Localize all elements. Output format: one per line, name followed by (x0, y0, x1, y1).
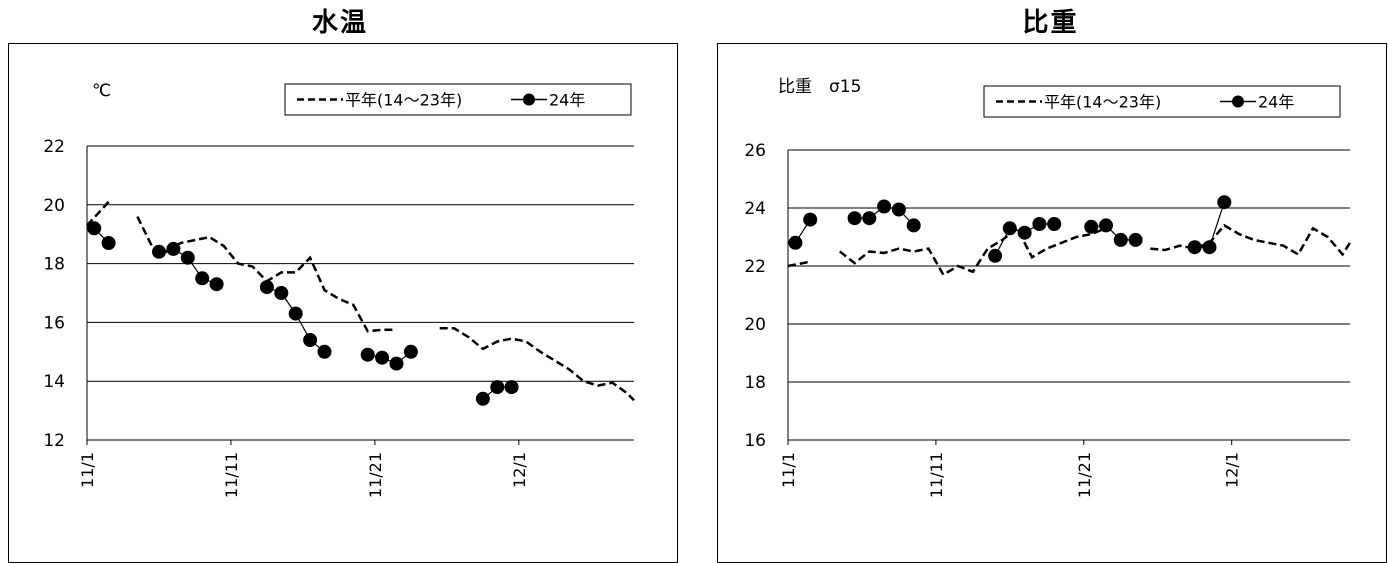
specific-gravity-2024-point (1047, 217, 1062, 231)
water-temp-y-tick-label: 12 (43, 431, 65, 451)
specific-gravity-x-tick-label: 11/21 (1075, 452, 1094, 498)
water-temp-2024-point (303, 333, 318, 347)
specific-gravity-normal-line (787, 260, 811, 268)
water-temp-2024-point (360, 347, 375, 362)
specific-gravity-chart-panel: 比重 比重 σ15 16 18 20 22 24 26 11/1 11/11 11/21 12/1 平… (712, 0, 1389, 563)
specific-gravity-y-tick-label: 20 (744, 315, 766, 335)
water-temp-chart-title: 水温 (311, 8, 368, 38)
specific-gravity-chart-frame (717, 43, 1387, 563)
water-temp-2024-point (166, 241, 181, 256)
water-temp-2024-point (504, 380, 519, 395)
specific-gravity-y-tick-label: 22 (744, 257, 766, 277)
specific-gravity-legend-marker-dot (1232, 95, 1244, 108)
specific-gravity-2024-point (1187, 240, 1202, 255)
specific-gravity-x-tick-label: 11/1 (779, 452, 798, 488)
specific-gravity-normal-line (839, 226, 1107, 277)
water-temp-2024-point (209, 277, 224, 292)
water-temp-2024-line (367, 351, 412, 365)
water-temp-2024-point (389, 356, 404, 371)
specific-gravity-chart-svg: 比重 σ15 16 18 20 22 24 26 11/1 11/11 11/21 12/1 平年(1… (744, 77, 1352, 498)
specific-gravity-2024-point (1113, 232, 1128, 247)
specific-gravity-2024-point (877, 199, 892, 214)
specific-gravity-x-tick-label: 11/11 (927, 452, 946, 498)
water-temp-2024-point (475, 391, 490, 406)
specific-gravity-y-tick-label: 18 (744, 373, 766, 393)
specific-gravity-legend-normal-label: 平年(14〜23年) (1044, 93, 1161, 112)
specific-gravity-y-tick-label: 26 (744, 141, 766, 161)
specific-gravity-2024-point (891, 202, 906, 217)
specific-gravity-2024-point (1084, 219, 1099, 234)
water-temp-2024-point (87, 221, 102, 236)
specific-gravity-2024-point (847, 211, 862, 226)
water-temp-chart-panel: 水温 ℃ 12 14 16 18 20 22 11/1 11/11 11/21 12/1 平年(14〜… (0, 0, 680, 563)
water-temp-2024-point (317, 344, 332, 359)
specific-gravity-2024-point (803, 212, 818, 227)
specific-gravity-2024-point (1032, 217, 1047, 231)
water-temp-y-tick-label: 22 (43, 137, 65, 157)
water-temp-2024-point (152, 244, 166, 259)
specific-gravity-2024-point (788, 235, 803, 250)
water-temp-normal-line (86, 201, 110, 227)
water-temp-y-tick-label: 16 (43, 313, 65, 333)
specific-gravity-2024-point (1099, 218, 1113, 233)
water-temp-legend-2024-label: 24年 (549, 91, 585, 110)
specific-gravity-y-tick-label: 24 (744, 199, 766, 219)
specific-gravity-chart-title: 比重 (1022, 8, 1079, 38)
water-temp-normal-line (439, 327, 635, 402)
specific-gravity-legend-box (983, 85, 1341, 118)
water-temp-2024-point (180, 250, 195, 265)
specific-gravity-2024-point (1128, 232, 1143, 247)
water-temp-y-tick-label: 20 (43, 196, 65, 216)
specific-gravity-2024-point (1017, 225, 1032, 240)
specific-gravity-2024-point (862, 211, 877, 226)
specific-gravity-2024-point (906, 218, 921, 233)
water-temp-2024-point (195, 271, 210, 286)
specific-gravity-x-tick-label: 12/1 (1223, 452, 1242, 488)
water-temp-x-tick-label: 11/11 (222, 452, 241, 498)
water-temp-y-tick-label: 18 (43, 255, 65, 275)
water-temp-2024-point (274, 286, 289, 300)
water-temp-2024-point (375, 350, 390, 365)
water-temp-2024-point (288, 306, 303, 321)
specific-gravity-2024-point (1217, 195, 1232, 210)
water-temp-x-tick-label: 12/1 (510, 452, 529, 488)
water-temp-y-tick-label: 14 (43, 372, 65, 392)
water-temp-legend-normal-label: 平年(14〜23年) (345, 91, 462, 110)
water-temp-x-tick-label: 11/21 (366, 452, 385, 498)
water-temp-legend-marker-dot (523, 93, 535, 106)
specific-gravity-2024-point (1002, 221, 1017, 236)
water-temp-2024-point (403, 344, 418, 359)
specific-gravity-unit-label: 比重 σ15 (778, 77, 861, 97)
water-temp-x-tick-label: 11/1 (78, 452, 97, 488)
water-temp-unit-label: ℃ (92, 81, 111, 101)
specific-gravity-normal-line (1150, 223, 1352, 257)
water-temp-2024-point (490, 380, 505, 395)
specific-gravity-2024-point (988, 248, 1003, 263)
water-temp-2024-point (259, 280, 274, 295)
water-temp-chart-frame (8, 43, 678, 563)
water-temp-chart-svg: ℃ 12 14 16 18 20 22 11/1 11/11 11/21 12/1 平年(14〜23年… (43, 81, 635, 498)
water-temp-2024-point (101, 236, 116, 250)
specific-gravity-2024-point (1202, 240, 1217, 255)
water-temp-normal-line (136, 216, 397, 333)
specific-gravity-legend-2024-label: 24年 (1258, 93, 1294, 112)
specific-gravity-2024-line (1091, 224, 1136, 241)
specific-gravity-y-tick-label: 16 (744, 431, 766, 451)
